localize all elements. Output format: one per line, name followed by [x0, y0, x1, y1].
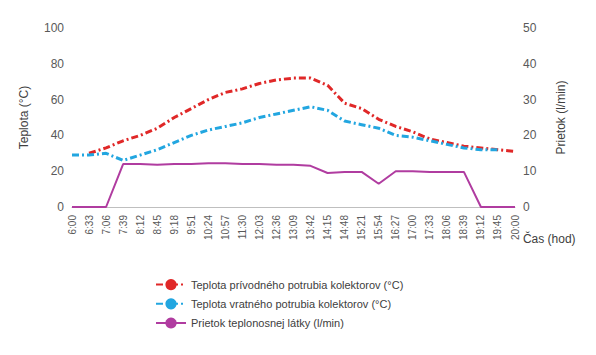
- svg-text:7:06: 7:06: [101, 215, 112, 235]
- svg-text:20:00: 20:00: [510, 215, 521, 240]
- svg-text:9:51: 9:51: [186, 215, 197, 235]
- svg-text:9:18: 9:18: [169, 215, 180, 235]
- svg-text:100: 100: [44, 21, 64, 35]
- svg-text:Teplota (°C): Teplota (°C): [17, 86, 31, 150]
- svg-text:12:36: 12:36: [271, 215, 282, 240]
- svg-text:0: 0: [523, 200, 530, 214]
- svg-text:6:00: 6:00: [67, 215, 78, 235]
- svg-text:18:39: 18:39: [458, 215, 469, 240]
- svg-text:17:33: 17:33: [424, 215, 435, 240]
- svg-text:40: 40: [51, 128, 65, 142]
- svg-text:17:00: 17:00: [407, 215, 418, 240]
- svg-text:15:54: 15:54: [373, 215, 384, 240]
- svg-text:Teplota prívodného potrubia ko: Teplota prívodného potrubia kolektorov (…: [191, 279, 403, 291]
- svg-text:30: 30: [523, 93, 537, 107]
- svg-text:20: 20: [523, 128, 537, 142]
- svg-text:10:57: 10:57: [220, 215, 231, 240]
- svg-text:Teplota vratného potrubia kole: Teplota vratného potrubia kolektorov (°C…: [191, 298, 391, 310]
- svg-text:15:21: 15:21: [356, 215, 367, 240]
- svg-text:40: 40: [523, 57, 537, 71]
- svg-text:Prietok teplonosnej látky (l/m: Prietok teplonosnej látky (l/min): [191, 317, 344, 329]
- svg-text:Čas (hod): Čas (hod): [523, 231, 576, 246]
- svg-text:8:12: 8:12: [135, 215, 146, 235]
- svg-text:6:33: 6:33: [84, 215, 95, 235]
- svg-text:10:24: 10:24: [203, 215, 214, 240]
- svg-text:Prietok (l/min): Prietok (l/min): [554, 80, 568, 154]
- svg-text:14:48: 14:48: [339, 215, 350, 240]
- svg-text:50: 50: [523, 21, 537, 35]
- svg-text:0: 0: [57, 200, 64, 214]
- svg-text:11:30: 11:30: [237, 215, 248, 240]
- svg-text:20: 20: [51, 164, 65, 178]
- svg-text:16:27: 16:27: [390, 215, 401, 240]
- svg-text:19:12: 19:12: [475, 215, 486, 240]
- svg-text:12:03: 12:03: [254, 215, 265, 240]
- svg-text:14:15: 14:15: [322, 215, 333, 240]
- svg-text:80: 80: [51, 57, 65, 71]
- svg-text:10: 10: [523, 164, 537, 178]
- svg-text:13:42: 13:42: [305, 215, 316, 240]
- svg-text:18:06: 18:06: [441, 215, 452, 240]
- svg-text:7:39: 7:39: [118, 215, 129, 235]
- svg-text:13:09: 13:09: [288, 215, 299, 240]
- svg-text:19:45: 19:45: [492, 215, 503, 240]
- svg-text:8:45: 8:45: [152, 215, 163, 235]
- svg-text:60: 60: [51, 93, 65, 107]
